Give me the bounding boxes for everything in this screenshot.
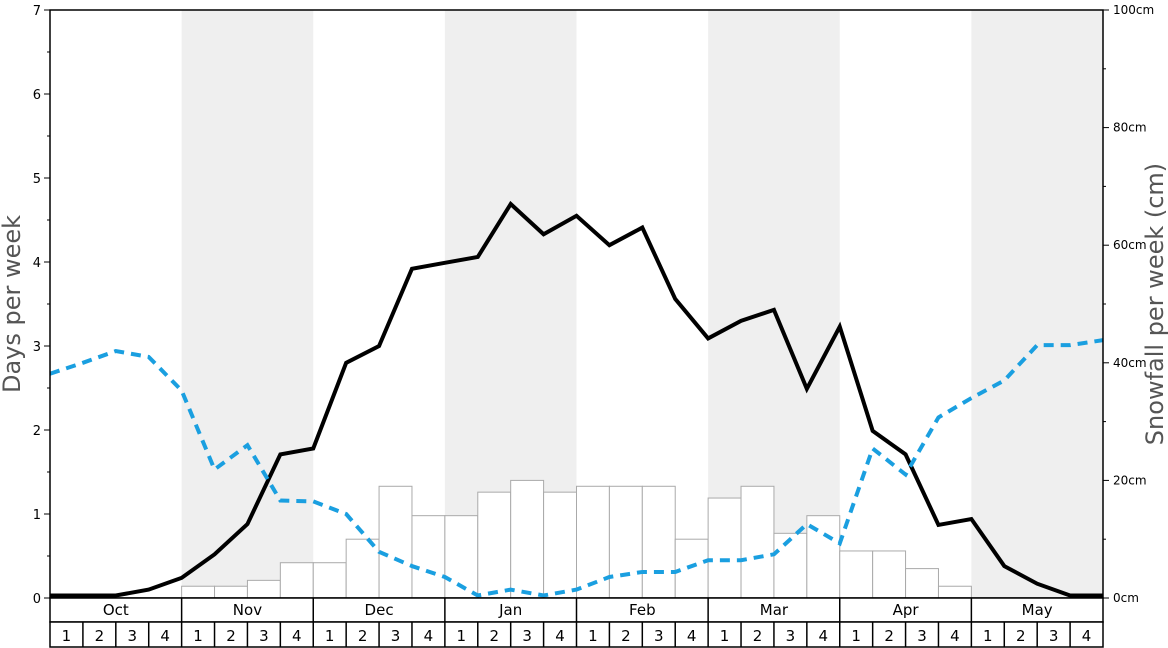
week-label: 4 (424, 627, 434, 645)
week-label: 1 (983, 627, 993, 645)
week-label: 4 (555, 627, 565, 645)
month-row: Oct Nov Dec Jan Feb Mar Apr May (49, 597, 1104, 623)
left-axis-label: Days per week (0, 215, 26, 393)
snowfall-bar (345, 538, 380, 599)
snowfall-bar (510, 479, 545, 599)
month-label: Oct (103, 601, 129, 619)
week-label: 1 (62, 627, 72, 645)
right-tick-label: 60cm (1113, 238, 1147, 252)
snowfall-bar (312, 562, 347, 599)
week-label: 4 (160, 627, 170, 645)
snowfall-bar (707, 497, 742, 599)
week-label: 2 (621, 627, 631, 645)
snowfall-bar (674, 538, 709, 599)
week-label: 4 (1082, 627, 1092, 645)
week-label: 3 (127, 627, 137, 645)
week-label: 2 (95, 627, 105, 645)
week-label: 3 (391, 627, 401, 645)
shade-may (971, 10, 1103, 598)
solid-line (50, 200, 1103, 598)
week-label: 4 (687, 627, 697, 645)
right-tick-label: 80cm (1113, 121, 1147, 135)
week-label: 1 (325, 627, 335, 645)
snowfall-bar (411, 515, 446, 599)
snowfall-bar (214, 585, 248, 599)
snowfall-bar (937, 585, 972, 599)
snowfall-bar (608, 485, 643, 599)
month-label: May (1022, 601, 1053, 619)
week-label: 4 (292, 627, 302, 645)
dashed-line (49, 338, 1104, 598)
month-label: Nov (233, 601, 262, 619)
week-label: 2 (226, 627, 236, 645)
right-axis-label: Snowfall per week (cm) (1141, 163, 1168, 445)
week-label: 2 (489, 627, 499, 645)
left-tick-label: 2 (33, 424, 41, 439)
week-label: 2 (358, 627, 368, 645)
snowfall-bar (279, 562, 314, 599)
left-axis: 0 1 2 3 4 5 6 7 (33, 4, 50, 607)
month-label: Feb (629, 601, 656, 619)
snowfall-bar (378, 485, 413, 599)
left-tick-label: 7 (33, 4, 41, 19)
snowfall-bar (543, 491, 577, 599)
week-label: 1 (851, 627, 861, 645)
snowfall-bar (641, 485, 676, 599)
snowfall-bar (181, 585, 216, 599)
snowfall-bar (477, 491, 512, 599)
week-label: 2 (753, 627, 763, 645)
month-label: Jan (498, 601, 522, 619)
week-label: 3 (917, 627, 927, 645)
left-tick-label: 3 (33, 340, 41, 355)
right-tick-label: 0cm (1113, 591, 1139, 605)
data-lines (49, 200, 1104, 598)
week-label: 3 (786, 627, 796, 645)
right-axis: 0cm 20cm 40cm 60cm 80cm 100cm (1103, 3, 1154, 605)
week-label: 3 (654, 627, 664, 645)
left-tick-label: 1 (33, 508, 41, 523)
month-label: Apr (893, 601, 920, 619)
week-label: 4 (819, 627, 829, 645)
snowfall-bar (905, 568, 939, 599)
week-label: 1 (457, 627, 467, 645)
week-label: 1 (193, 627, 203, 645)
left-tick-label: 4 (33, 256, 41, 271)
right-tick-label: 100cm (1113, 3, 1154, 17)
right-tick-label: 20cm (1113, 473, 1147, 487)
week-row: 1 2 3 4 1 2 3 4 1 2 3 4 1 2 3 4 1 2 3 4 1 2 3 4 1 2 3 4 1 2 3 4 (49, 621, 1104, 648)
week-label: 3 (1049, 627, 1059, 645)
week-label: 3 (522, 627, 532, 645)
left-tick-label: 6 (33, 88, 41, 103)
month-label: Dec (365, 601, 394, 619)
week-label: 1 (588, 627, 598, 645)
week-label: 1 (720, 627, 730, 645)
month-shading (181, 10, 1103, 598)
week-label: 2 (1016, 627, 1026, 645)
snowfall-bar (740, 485, 775, 599)
week-label: 4 (950, 627, 960, 645)
left-tick-label: 0 (33, 592, 41, 607)
week-label: 2 (884, 627, 894, 645)
week-label: 3 (259, 627, 269, 645)
snowfall-bar (773, 532, 808, 599)
snowfall-bar (839, 550, 874, 599)
left-tick-label: 5 (33, 172, 41, 187)
shade-nov (181, 10, 314, 598)
month-label: Mar (760, 601, 789, 619)
snowfall-bar (246, 579, 281, 599)
snowfall-bar (872, 550, 907, 599)
right-tick-label: 40cm (1113, 356, 1147, 370)
